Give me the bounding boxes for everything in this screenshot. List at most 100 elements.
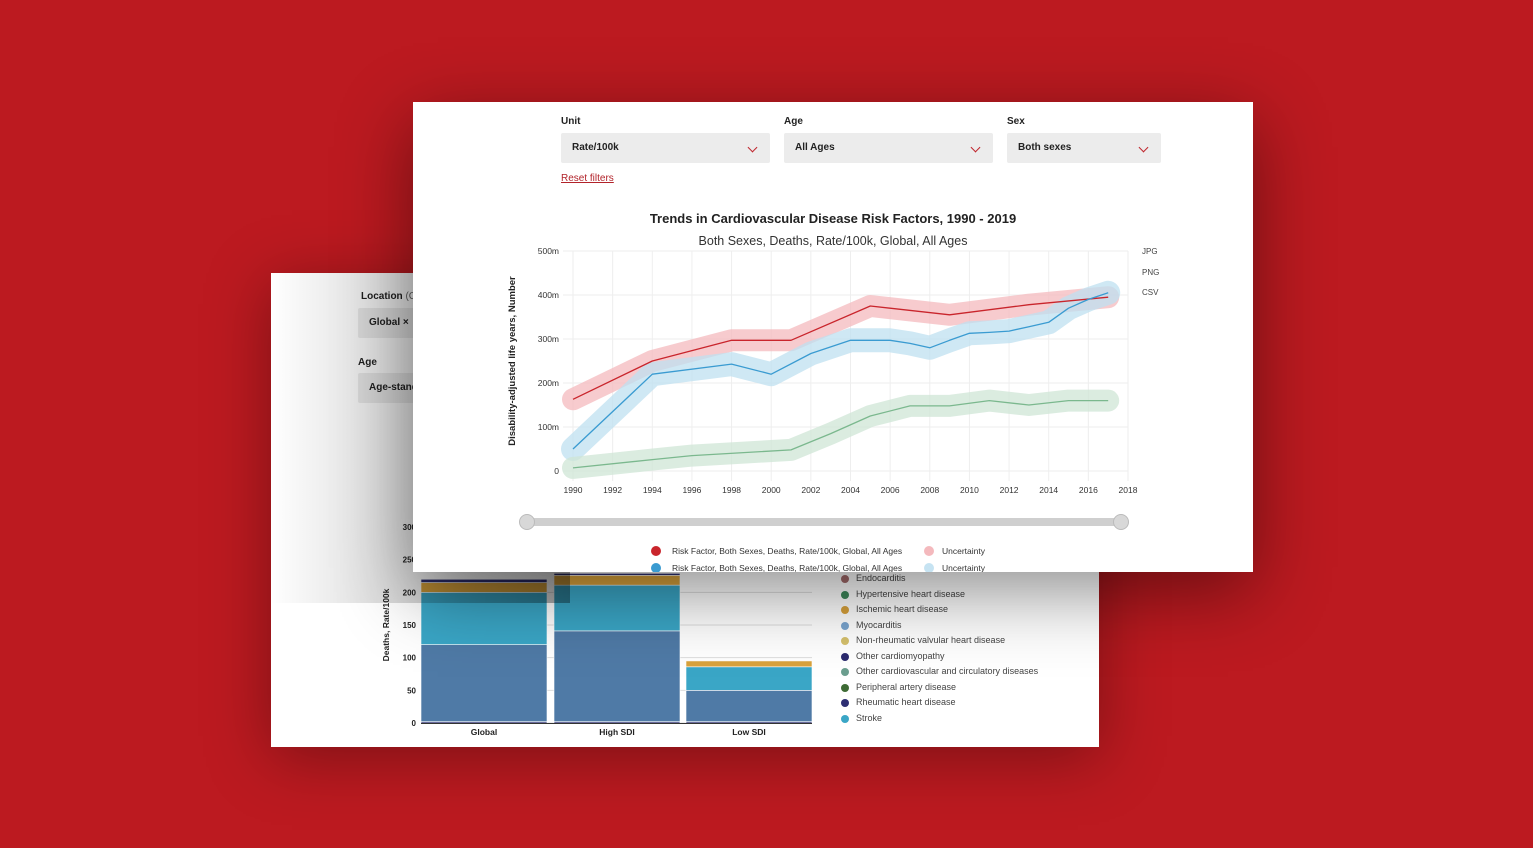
y-tick-label: 500m xyxy=(538,246,559,256)
bar-y-tick-label: 150 xyxy=(403,621,417,630)
chart-subtitle: Both Sexes, Deaths, Rate/100k, Global, A… xyxy=(698,234,968,248)
bar-legend-swatch xyxy=(841,621,849,630)
bar-y-tick-label: 0 xyxy=(412,719,417,728)
legend-uncertainty-2[interactable]: Uncertainty xyxy=(942,563,985,572)
bar-legend-item[interactable]: Peripheral artery disease xyxy=(856,681,957,692)
unit-select[interactable]: Rate/100k xyxy=(561,133,770,163)
x-tick-label: 2000 xyxy=(762,485,781,495)
chart-title: Trends in Cardiovascular Disease Risk Fa… xyxy=(649,211,1017,226)
series-line xyxy=(572,399,1109,469)
bar-y-tick-label: 100 xyxy=(403,654,417,663)
bar-legend-item[interactable]: Endocarditis xyxy=(856,573,906,583)
bar-legend-item[interactable]: Hypertensive heart disease xyxy=(856,588,966,599)
range-slider-track[interactable] xyxy=(528,518,1121,526)
uncertainty-band xyxy=(562,389,1120,479)
x-tick-label: 2014 xyxy=(1039,485,1058,495)
bar-y-tick-label: 250 xyxy=(403,556,417,565)
x-tick-label: 2016 xyxy=(1079,485,1098,495)
stacked-bar-chart: 0 50 100 150 200 250 300 Deaths, Rate/100k Globa… xyxy=(381,523,813,737)
bar-legend-swatch xyxy=(841,652,849,661)
bar-segment xyxy=(553,584,681,632)
bar-legend-item[interactable]: Stroke xyxy=(856,712,883,723)
bar-legend-swatch xyxy=(841,637,849,645)
bar-legend-swatch xyxy=(841,590,849,599)
bar-segment xyxy=(420,582,548,593)
x-tick-label: 2004 xyxy=(841,485,860,495)
bar-legend-swatch xyxy=(841,668,849,676)
bar-segment xyxy=(685,666,813,691)
sex-value: Both sexes xyxy=(1018,142,1072,153)
bar-category-label: Global xyxy=(471,727,497,737)
x-tick-label: 1998 xyxy=(722,485,741,495)
bar-y-axis-label: Deaths, Rate/100k xyxy=(381,588,391,661)
export-jpg-button[interactable]: JPG xyxy=(1142,247,1158,256)
bar-segment xyxy=(420,592,548,645)
range-slider-handle-right[interactable] xyxy=(1113,514,1129,530)
bar-segment xyxy=(420,578,548,583)
bar-category-label: High SDI xyxy=(599,727,634,737)
legend-red-swatch xyxy=(651,546,661,556)
bar-segment xyxy=(553,573,681,576)
y-tick-label: 400m xyxy=(538,290,559,300)
bar-y-tick-label: 200 xyxy=(403,588,417,597)
series-line xyxy=(572,292,1109,450)
bar-legend-swatch xyxy=(841,714,849,723)
reset-filters-link[interactable]: Reset filters xyxy=(561,173,614,184)
age-label: Age xyxy=(358,357,377,368)
legend-risk-factor-1[interactable]: Risk Factor, Both Sexes, Deaths, Rate/10… xyxy=(672,546,903,556)
bar-segment xyxy=(553,630,681,722)
x-tick-label: 1994 xyxy=(643,485,662,495)
bar-legend-swatch xyxy=(841,575,849,583)
bar-legend-item[interactable]: Ischemic heart disease xyxy=(856,604,949,614)
y-tick-label: 300m xyxy=(538,334,559,344)
bar-legend-item[interactable]: Other cardiovascular and circulatory dis… xyxy=(856,666,1039,676)
legend-blue-swatch xyxy=(651,563,661,572)
sex-select[interactable]: Both sexes xyxy=(1007,133,1161,163)
x-tick-label: 2010 xyxy=(960,485,979,495)
bar-legend-item[interactable]: Non-rheumatic valvular heart disease xyxy=(856,635,1006,645)
series-line xyxy=(572,296,1109,400)
bar-y-tick-label: 300 xyxy=(403,523,417,532)
export-png-button[interactable]: PNG xyxy=(1142,268,1160,277)
x-tick-label: 2018 xyxy=(1119,485,1138,495)
x-tick-label: 2008 xyxy=(920,485,939,495)
bar-segment xyxy=(420,644,548,722)
unit-value: Rate/100k xyxy=(572,142,619,153)
line-chart: 1990 1992 1994 1996 1998 2000 2002 2004 2006 2008… xyxy=(507,246,1138,495)
export-csv-button[interactable]: CSV xyxy=(1142,288,1159,297)
range-slider-handle-left[interactable] xyxy=(519,514,535,530)
x-tick-label: 2006 xyxy=(881,485,900,495)
age-filter-select[interactable]: All Ages xyxy=(784,133,993,163)
y-tick-label: 0 xyxy=(554,466,559,476)
y-axis-label: Disability-adjusted life years, Number xyxy=(507,276,518,446)
bar-segment xyxy=(685,660,813,668)
location-select[interactable]: Global × xyxy=(358,308,418,338)
bar-legend-swatch xyxy=(841,606,849,614)
age-filter-value: All Ages xyxy=(795,142,835,153)
legend-uncertainty-1[interactable]: Uncertainty xyxy=(942,546,985,556)
bar-legend-item[interactable]: Other cardiomyopathy xyxy=(856,650,945,661)
x-tick-label: 1996 xyxy=(682,485,701,495)
bar-category-label: Low SDI xyxy=(732,727,766,737)
location-label: Location (Cl xyxy=(361,291,419,302)
x-tick-label: 1992 xyxy=(603,485,622,495)
x-tick-label: 2012 xyxy=(1000,485,1019,495)
bar-legend-swatch xyxy=(841,683,849,692)
y-tick-label: 100m xyxy=(538,422,559,432)
legend-red-uncertainty-swatch xyxy=(924,546,934,556)
bar-segment xyxy=(553,575,681,586)
bar-legend-swatch xyxy=(841,699,849,707)
x-tick-label: 1990 xyxy=(564,485,583,495)
bar-legend-item[interactable]: Rheumatic heart disease xyxy=(856,697,956,707)
legend-risk-factor-2[interactable]: Risk Factor, Both Sexes, Deaths, Rate/10… xyxy=(672,563,903,572)
bar-legend-item[interactable]: Myocarditis xyxy=(856,619,902,630)
sex-label: Sex xyxy=(1007,116,1025,127)
x-tick-label: 2002 xyxy=(801,485,820,495)
age-filter-label: Age xyxy=(784,116,803,127)
age-select[interactable]: Age-stand xyxy=(358,373,418,403)
y-tick-label: 200m xyxy=(538,378,559,388)
bar-segment xyxy=(685,690,813,722)
bar-y-tick-label: 50 xyxy=(407,686,416,695)
unit-label: Unit xyxy=(561,116,581,127)
line-chart-panel: Unit Rate/100k Age All Ages Sex Both sex… xyxy=(413,102,1253,572)
